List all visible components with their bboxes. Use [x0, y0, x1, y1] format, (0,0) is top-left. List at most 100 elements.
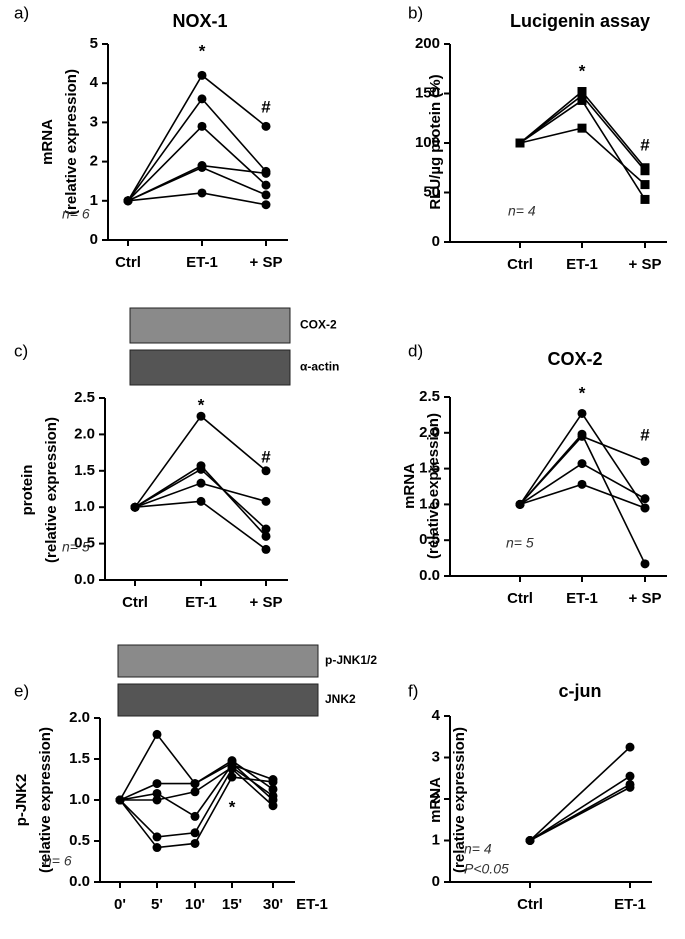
y-axis-label: mRNA — [427, 777, 444, 823]
marker — [196, 464, 206, 474]
chart-title: c-jun — [559, 681, 602, 701]
marker — [190, 787, 200, 797]
series-line — [529, 746, 631, 842]
series-line — [127, 74, 267, 202]
y-tick-label: 1.5 — [69, 750, 90, 767]
marker — [525, 836, 535, 845]
marker — [577, 479, 587, 489]
y-tick-label: 2.5 — [74, 389, 95, 406]
chart-title: Lucigenin assay — [510, 11, 650, 31]
marker — [261, 121, 271, 131]
series-line — [127, 164, 267, 202]
y-tick-label: 0 — [432, 233, 440, 250]
note: n= 6 — [62, 206, 90, 222]
marker — [577, 123, 587, 133]
series-line — [134, 500, 267, 551]
marker — [577, 408, 587, 418]
marker — [197, 70, 207, 80]
x-tick-label: ET-1 — [566, 590, 598, 607]
blot-image — [129, 349, 291, 386]
marker — [268, 791, 278, 801]
annotation: * — [199, 41, 206, 60]
marker — [261, 168, 271, 178]
marker — [196, 496, 206, 506]
blot-image — [129, 307, 291, 344]
y-tick-label: 5 — [90, 35, 98, 52]
marker — [268, 784, 278, 794]
y-axis-label: mRNA — [39, 119, 56, 165]
y-tick-label: 1.0 — [74, 498, 95, 515]
marker — [197, 188, 207, 198]
y-tick-label: 0 — [90, 231, 98, 248]
marker — [577, 90, 587, 100]
marker — [261, 190, 271, 200]
y-tick-label: 2.0 — [69, 709, 90, 726]
y-tick-label: 3 — [432, 748, 440, 765]
marker — [227, 764, 237, 774]
y-tick-label: 1.5 — [419, 460, 440, 477]
x-tick-label: Ctrl — [122, 594, 148, 611]
marker — [261, 531, 271, 541]
y-axis-label: (relative expression) — [43, 417, 60, 563]
x-tick-label: ET-1 — [185, 594, 217, 611]
panel-label: c) — [14, 341, 28, 360]
y-tick-label: 4 — [432, 707, 441, 724]
marker — [197, 162, 207, 172]
marker — [640, 494, 650, 504]
marker — [196, 478, 206, 488]
y-tick-label: 50 — [423, 183, 440, 200]
marker — [640, 194, 650, 204]
note: n= 4 — [508, 203, 536, 219]
x-tick-label: Ctrl — [507, 590, 533, 607]
series-line — [127, 125, 267, 202]
y-tick-label: 1.5 — [74, 462, 95, 479]
blot-label: COX-2 — [300, 318, 337, 332]
marker — [152, 729, 162, 739]
y-tick-label: 1.0 — [69, 791, 90, 808]
annotation: * — [229, 797, 236, 816]
marker — [625, 742, 635, 752]
y-tick-label: 2 — [90, 153, 98, 170]
marker — [261, 466, 271, 476]
x-tick-label: 0' — [114, 896, 126, 913]
marker — [261, 180, 271, 190]
annotation: # — [261, 97, 271, 116]
x-axis-label: ET-1 — [296, 896, 328, 913]
blot-image — [117, 644, 319, 678]
panel-label: b) — [408, 3, 423, 22]
marker — [261, 200, 271, 210]
x-tick-label: + SP — [250, 254, 283, 271]
y-tick-label: 4 — [90, 74, 99, 91]
x-tick-label: Ctrl — [517, 896, 543, 913]
y-axis-label: p-JNK2 — [13, 774, 30, 827]
x-tick-label: 15' — [222, 896, 242, 913]
blot-label: α-actin — [300, 360, 339, 374]
y-tick-label: 0.5 — [419, 531, 440, 548]
y-axis-label: (relative expression) — [37, 727, 54, 873]
marker — [625, 782, 635, 792]
marker — [640, 559, 650, 569]
x-tick-label: ET-1 — [186, 254, 218, 271]
marker — [515, 499, 525, 509]
y-tick-label: 0.5 — [69, 832, 90, 849]
marker — [115, 795, 125, 805]
marker — [625, 771, 635, 781]
marker — [640, 503, 650, 513]
blot-label: JNK2 — [325, 692, 356, 706]
marker — [190, 838, 200, 848]
y-tick-label: 1 — [90, 192, 98, 209]
marker — [190, 828, 200, 838]
y-tick-label: 2.0 — [74, 425, 95, 442]
blot-image — [117, 683, 319, 717]
y-tick-label: 0.5 — [74, 535, 95, 552]
series-line — [529, 775, 631, 842]
x-tick-label: 30' — [263, 896, 283, 913]
marker — [261, 524, 271, 534]
chart-title: COX-2 — [547, 349, 602, 369]
marker — [190, 779, 200, 789]
panel-label: d) — [408, 341, 423, 360]
y-tick-label: 0.0 — [419, 567, 440, 584]
note: n= 4 — [464, 841, 492, 857]
marker — [152, 832, 162, 842]
y-tick-label: 2.0 — [419, 424, 440, 441]
